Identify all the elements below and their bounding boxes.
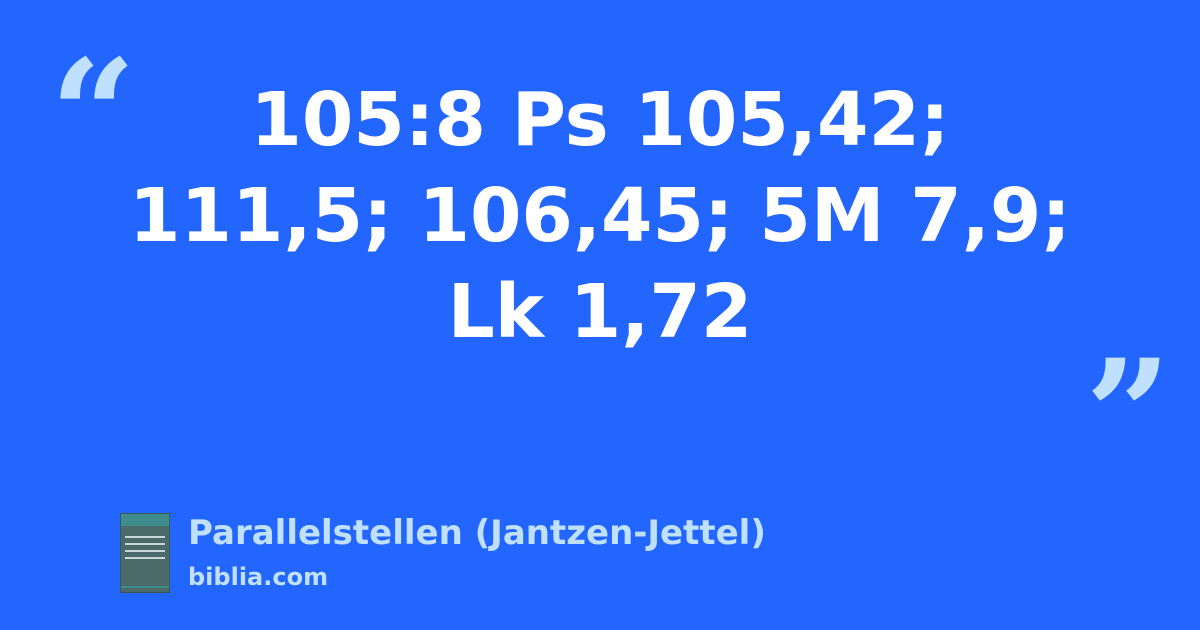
quote-text: 105:8 Ps 105,42; 111,5; 106,45; 5M 7,9; … bbox=[100, 72, 1100, 360]
quote-line: Lk 1,72 bbox=[447, 269, 753, 355]
quote-line: 105:8 Ps 105,42; bbox=[250, 77, 950, 163]
open-quote-mark: “ bbox=[50, 27, 137, 203]
source-site: biblia.com bbox=[188, 563, 329, 591]
quote-line: 111,5; 106,45; 5M 7,9; bbox=[129, 173, 1071, 259]
source-title: Parallelstellen (Jantzen-Jettel) bbox=[188, 513, 766, 553]
close-quote-mark: ” bbox=[1085, 327, 1172, 503]
book-cover-image bbox=[120, 513, 170, 593]
